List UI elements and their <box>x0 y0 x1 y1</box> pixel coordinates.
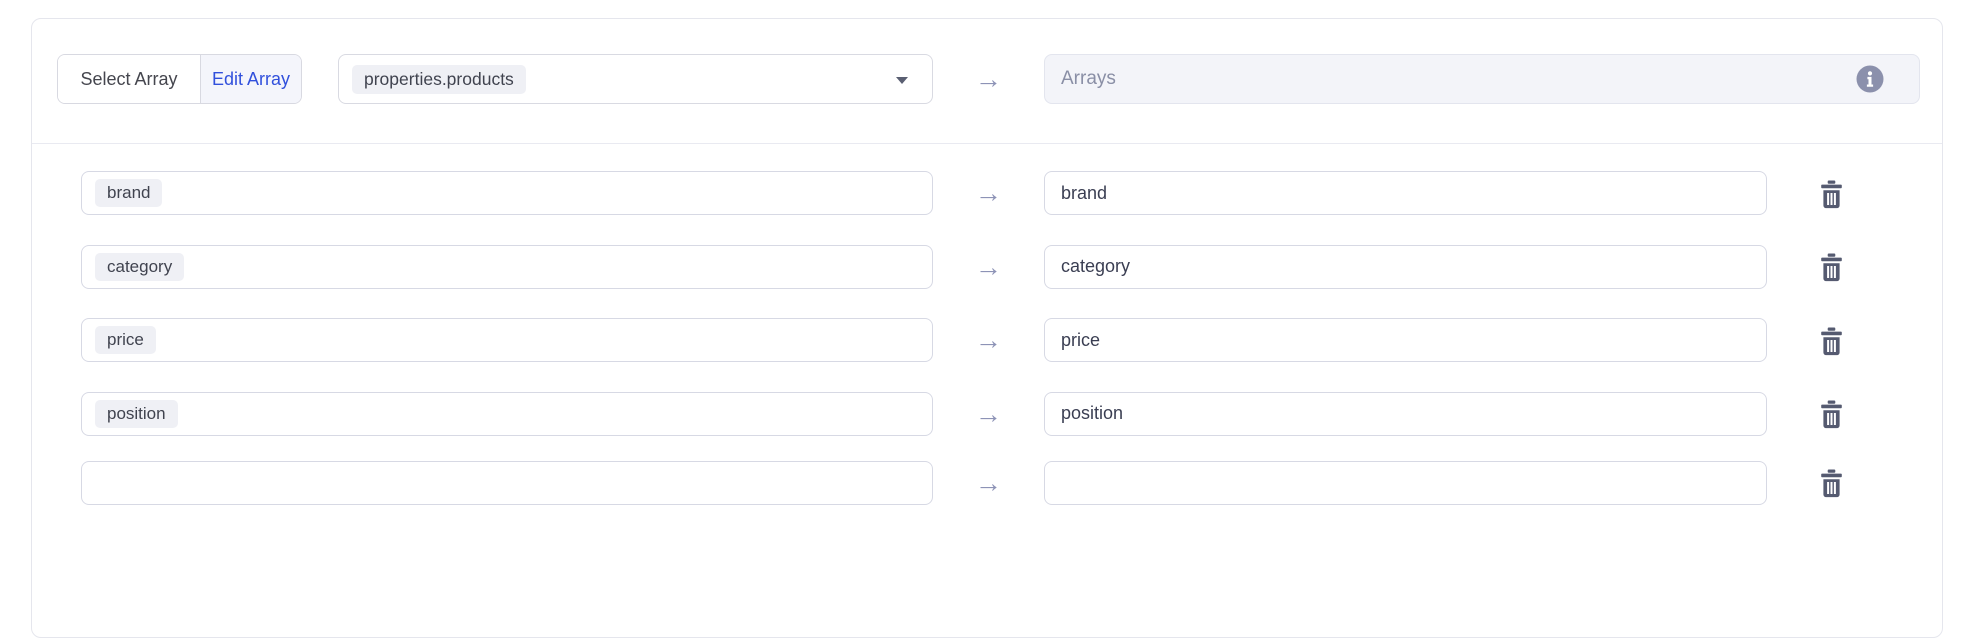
target-input[interactable] <box>1044 318 1767 362</box>
delete-row-button[interactable] <box>1816 326 1846 356</box>
mapping-row: → <box>32 460 1942 505</box>
source-field[interactable]: brand <box>81 171 933 215</box>
target-input[interactable] <box>1044 460 1767 505</box>
trash-icon <box>1820 469 1842 498</box>
source-tag: category <box>95 252 185 281</box>
array-mapping-card: Select Array Edit Array properties.produ… <box>31 18 1943 638</box>
mapping-row: price → <box>32 318 1942 362</box>
delete-row-button[interactable] <box>1816 469 1846 499</box>
info-icon[interactable] <box>1856 65 1884 93</box>
arrow-icon: → <box>975 398 1002 429</box>
arrow-icon: → <box>975 64 1002 94</box>
trash-icon <box>1820 253 1842 282</box>
trash-icon <box>1820 327 1842 355</box>
delete-row-button[interactable] <box>1816 400 1846 430</box>
mapping-header: Select Array Edit Array properties.produ… <box>32 19 1942 144</box>
arrow-icon: → <box>975 178 1002 208</box>
array-mode-toggle: Select Array Edit Array <box>57 54 302 104</box>
arrays-target-field <box>1044 54 1920 104</box>
mapping-row: position → <box>32 391 1942 436</box>
edit-array-button[interactable]: Edit Array <box>201 55 301 103</box>
target-input[interactable] <box>1044 244 1767 289</box>
target-input[interactable] <box>1044 391 1767 436</box>
mapping-rows-list: brand → category → <box>32 144 1942 505</box>
target-input[interactable] <box>1044 171 1767 215</box>
select-array-button[interactable]: Select Array <box>58 55 201 103</box>
mapping-row: category → <box>32 244 1942 289</box>
trash-icon <box>1820 180 1842 208</box>
source-tag: price <box>95 326 156 354</box>
array-path-tag: properties.products <box>352 64 526 94</box>
arrays-input[interactable] <box>1044 54 1920 104</box>
arrow-icon: → <box>975 467 1002 498</box>
trash-icon <box>1820 400 1842 429</box>
source-field[interactable]: price <box>81 318 933 362</box>
source-tag: position <box>95 399 178 428</box>
source-tag: brand <box>95 179 163 207</box>
delete-row-button[interactable] <box>1816 179 1846 209</box>
delete-row-button[interactable] <box>1816 253 1846 283</box>
mapping-row: brand → <box>32 171 1942 215</box>
source-field[interactable] <box>81 460 933 505</box>
arrow-icon: → <box>975 325 1002 355</box>
source-field[interactable]: category <box>81 244 933 289</box>
arrow-icon: → <box>975 251 1002 282</box>
caret-down-icon <box>896 77 908 84</box>
source-field[interactable]: position <box>81 391 933 436</box>
array-path-dropdown[interactable]: properties.products <box>338 54 933 104</box>
